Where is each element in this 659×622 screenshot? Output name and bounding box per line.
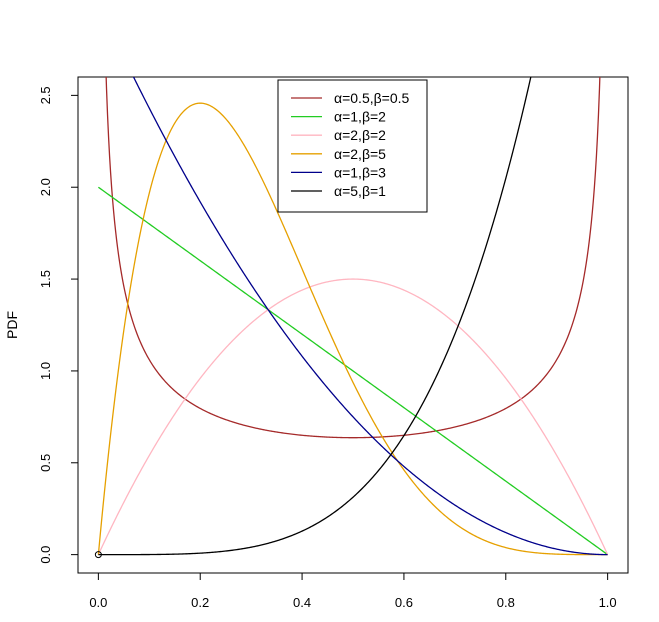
y-tick-label: 0.0 [38, 546, 53, 564]
legend-label: α=2,β=5 [334, 146, 386, 162]
y-tick-label: 0.5 [38, 454, 53, 472]
curves [97, 77, 609, 556]
x-tick-label: 0.6 [395, 595, 413, 610]
series-line [97, 102, 608, 556]
legend-label: α=2,β=2 [334, 127, 386, 143]
legend: α=0.5,β=0.5 α=1,β=2 α=2,β=2 α=2,β=5 α=1,β=3 α… [277, 79, 428, 213]
origin-point-marker [94, 551, 102, 559]
y-tick-label: 1.0 [38, 362, 53, 380]
legend-label: α=1,β=2 [334, 109, 386, 125]
series-line [97, 186, 609, 556]
x-tick-label: 0.2 [191, 595, 209, 610]
legend-label: α=5,β=1 [334, 183, 386, 199]
y-tick-label: 2.0 [38, 178, 53, 196]
legend-label: α=0.5,β=0.5 [334, 90, 410, 106]
x-tick-label: 1.0 [599, 595, 617, 610]
series-line [97, 278, 609, 555]
legend-label: α=1,β=3 [334, 164, 386, 180]
series-line [132, 77, 608, 556]
x-tick-label: 0.0 [89, 595, 107, 610]
y-tick-label: 2.5 [38, 86, 53, 104]
axes: 0.0 0.2 0.4 0.6 0.8 1.0 0.0 0.5 1.0 1.5 2.0 2.5 [38, 86, 617, 610]
y-tick-label: 1.5 [38, 270, 53, 288]
legend-box [277, 79, 428, 213]
y-axis-title: PDF [4, 311, 20, 339]
x-tick-label: 0.8 [497, 595, 515, 610]
plot-frame [77, 76, 629, 574]
markers [94, 551, 102, 559]
series-line [98, 77, 532, 556]
x-tick-label: 0.4 [293, 595, 311, 610]
series-line [105, 77, 601, 439]
